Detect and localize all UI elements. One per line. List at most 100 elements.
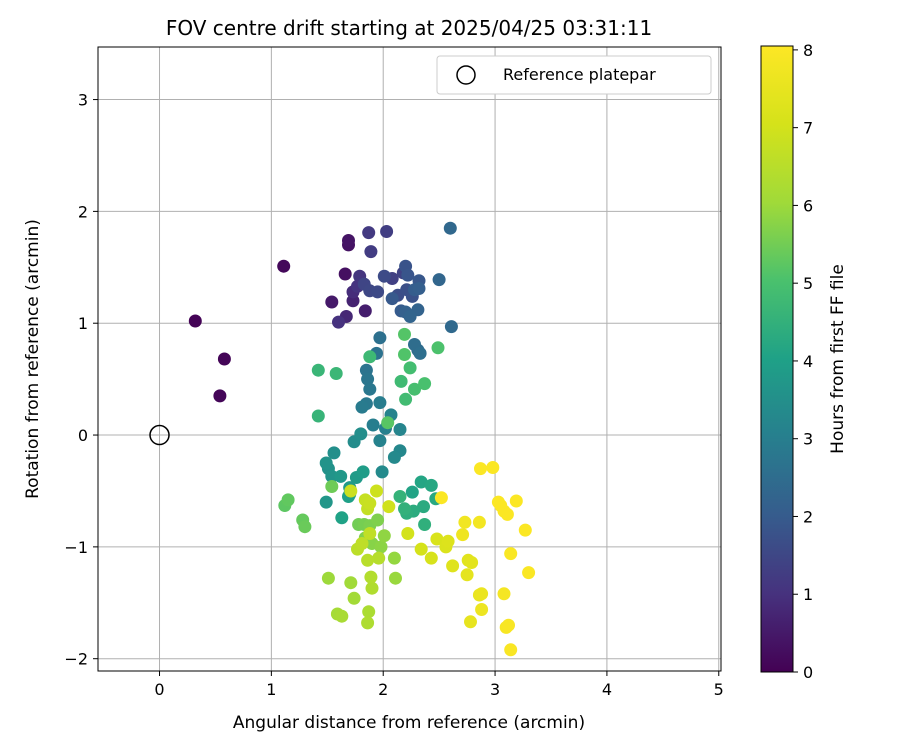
colorbar-tick-label: 4 [803,352,813,371]
data-point [362,605,376,619]
data-point [443,221,457,235]
y-axis-label: Rotation from reference (arcmin) [23,219,43,499]
colorbar-tick-label: 5 [803,274,813,293]
data-point [319,495,333,509]
data-point [444,320,458,334]
data-point [424,478,438,492]
data-point [373,331,387,345]
data-point [398,348,411,361]
data-point [325,295,339,309]
data-point [475,603,489,616]
data-point [334,469,348,483]
data-point [500,507,514,521]
data-point [502,618,515,632]
colorbar-ticks: 0 1 2 3 4 5 6 7 8 [793,41,813,682]
colorbar: 0 1 2 3 4 5 6 7 8 Hours from first FF file [760,41,848,682]
data-point [474,462,487,476]
data-point [347,591,361,605]
data-point [412,282,426,295]
data-point [329,367,343,380]
data-point [460,568,474,582]
data-point [432,273,446,287]
data-point [335,511,349,525]
legend-label: Reference platepar [503,65,656,84]
colorbar-tick-label: 6 [803,196,813,215]
data-point [393,423,407,436]
data-point [364,570,378,584]
x-tick-label: 5 [714,680,724,699]
data-point [431,341,445,355]
data-point [518,523,532,537]
data-point [509,494,523,508]
data-point [394,374,408,388]
colorbar-label: Hours from first FF file [828,264,848,454]
data-point [335,609,349,623]
data-point [363,350,377,364]
data-point [414,542,428,556]
data-point [355,400,369,414]
grid-lines [98,47,721,671]
data-point [332,315,345,329]
data-point [401,527,415,540]
data-point [497,587,511,601]
colorbar-tick-label: 3 [803,430,813,449]
data-point [504,643,518,657]
data-point [363,496,377,510]
data-point [346,294,360,308]
data-point [361,616,375,630]
x-tick-label: 1 [266,680,276,699]
plot-frame [97,46,722,672]
x-tick-label: 0 [154,680,164,699]
data-point [382,500,396,514]
data-point [325,480,339,493]
x-tick-label: 2 [378,680,388,699]
data-point [363,382,377,396]
data-point [361,553,375,567]
chart-title: FOV centre drift starting at 2025/04/25 … [166,16,652,40]
y-tick-label: 1 [78,314,88,333]
x-tick-label: 3 [490,680,500,699]
data-point [344,484,358,498]
data-point [403,361,417,375]
data-point [298,520,312,534]
data-point [456,528,470,542]
colorbar-gradient [760,45,794,673]
data-point [389,571,402,585]
data-point [446,559,460,573]
x-ticks: 0 1 2 3 4 5 [154,671,724,699]
legend: Reference platepar [436,55,712,95]
data-point [319,456,333,470]
y-tick-label: 2 [78,202,88,221]
data-point [371,513,385,527]
data-point [417,500,430,514]
data-point [385,292,399,306]
data-point [356,465,370,479]
data-point [430,532,444,546]
x-tick-label: 4 [602,680,612,699]
data-point [393,490,407,503]
reference-point [149,424,170,446]
data-point [398,327,411,341]
data-points [188,221,536,657]
data-point [325,469,339,483]
data-point [424,551,438,565]
x-axis-label: Angular distance from reference (arcmin) [233,713,585,733]
data-point [281,493,295,507]
colorbar-tick-label: 7 [803,119,813,138]
y-tick-label: −1 [64,538,88,557]
data-point [311,363,325,377]
data-point [441,534,455,548]
data-point [371,285,385,299]
data-point [418,518,432,531]
data-point [405,485,419,499]
data-point [338,267,352,281]
data-point [217,352,231,366]
data-point [188,314,202,328]
data-point [358,304,372,318]
data-point [475,587,489,601]
reference-marker [149,424,170,446]
colorbar-tick-label: 0 [803,663,813,682]
data-point [321,571,335,585]
data-point [377,529,391,543]
